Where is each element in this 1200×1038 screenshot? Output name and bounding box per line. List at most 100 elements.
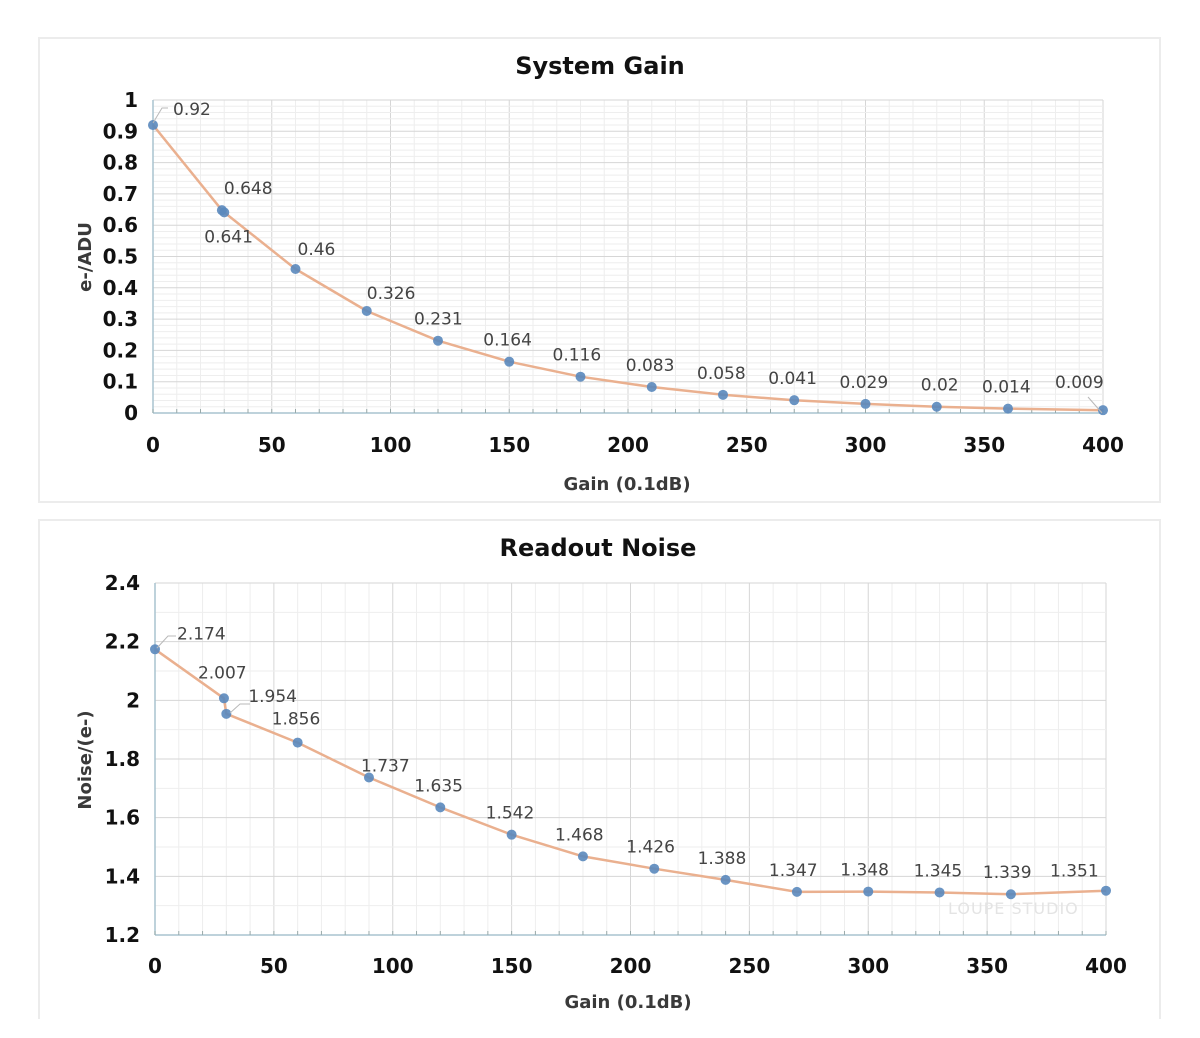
data-label: 0.164 — [483, 331, 532, 351]
data-point — [504, 356, 515, 367]
grid — [154, 582, 1107, 936]
x-tick-label: 350 — [966, 954, 1008, 978]
chart-title: System Gain — [515, 52, 685, 80]
x-tick-label: 0 — [148, 954, 162, 978]
data-point — [363, 772, 374, 783]
y-tick-label: 1.4 — [105, 864, 140, 888]
label-leader-line — [156, 635, 176, 649]
x-tick-label: 0 — [146, 433, 160, 457]
y-tick-label: 0.9 — [103, 119, 138, 143]
data-label: 1.954 — [248, 687, 297, 707]
data-label: 1.426 — [626, 838, 675, 858]
y-tick-label: 0 — [124, 401, 138, 425]
data-point — [1005, 889, 1016, 900]
watermark: LOUPE STUDIO — [948, 899, 1079, 918]
y-tick-labels: 0 0.1 0.2 0.3 0.4 0.5 0.6 0.7 0.8 0.9 1 — [103, 88, 138, 425]
label-leader-line — [229, 703, 250, 714]
y-tick-labels: 1.2 1.4 1.6 1.8 2 2.2 2.4 — [105, 571, 140, 947]
y-tick-label: 0.8 — [103, 151, 138, 175]
x-axis-label: Gain (0.1dB) — [563, 474, 690, 495]
data-points — [150, 644, 1111, 900]
data-label: 2.174 — [177, 624, 226, 644]
x-tick-label: 200 — [607, 433, 649, 457]
data-label: 1.542 — [486, 804, 535, 824]
y-tick-label: 2.4 — [105, 571, 140, 595]
x-tick-label: 250 — [726, 433, 768, 457]
data-label: 1.339 — [983, 863, 1032, 883]
x-tick-label: 200 — [610, 954, 652, 978]
data-label: 1.348 — [840, 861, 889, 881]
y-tick-label: 0.5 — [103, 245, 138, 269]
readout-noise-chart: Readout Noise 1.2 1.4 1.6 1.8 2 2.2 2.4 0 50 100… — [75, 534, 1127, 1013]
data-point — [219, 207, 230, 218]
data-point — [931, 401, 942, 412]
y-axis-label: Noise/(e-) — [75, 710, 96, 809]
data-point — [218, 693, 229, 704]
data-label: 1.856 — [272, 710, 321, 730]
y-tick-label: 1.6 — [105, 806, 140, 830]
y-tick-label: 2 — [126, 688, 140, 712]
axes — [154, 583, 1107, 936]
data-point — [290, 264, 301, 275]
x-tick-label: 50 — [258, 433, 286, 457]
x-tick-label: 150 — [488, 433, 530, 457]
label-leader-line — [152, 107, 168, 124]
data-point — [789, 395, 800, 406]
data-label: 0.92 — [173, 100, 211, 120]
system-gain-chart: System Gain 0 0.1 0.2 0.3 0.4 0.5 0.6 0.7 0.8 0.9… — [75, 52, 1124, 495]
data-label: 0.058 — [697, 364, 746, 384]
chart-title: Readout Noise — [500, 534, 697, 562]
x-tick-label: 250 — [729, 954, 771, 978]
data-point — [860, 398, 871, 409]
data-point — [1101, 885, 1111, 896]
data-label: 1.347 — [769, 861, 818, 881]
x-tick-label: 300 — [847, 954, 889, 978]
data-label: 0.231 — [414, 310, 463, 330]
y-tick-label: 2.2 — [105, 630, 140, 654]
data-label: 1.388 — [698, 849, 747, 869]
data-label: 0.116 — [553, 346, 602, 366]
y-tick-label: 0.3 — [103, 307, 138, 331]
x-tick-label: 50 — [260, 954, 288, 978]
data-point — [292, 737, 303, 748]
data-point — [433, 335, 443, 346]
data-point — [646, 382, 657, 393]
data-point — [934, 887, 945, 898]
data-point — [148, 120, 158, 131]
data-label: 0.46 — [298, 240, 336, 260]
data-point — [577, 851, 588, 862]
data-label: 1.345 — [914, 861, 963, 881]
data-label: 1.737 — [361, 756, 410, 776]
x-tick-label: 400 — [1082, 433, 1124, 457]
label-leader-line — [1087, 396, 1103, 414]
x-tick-labels: 0 50 100 150 200 250 300 350 400 — [146, 433, 1124, 457]
data-label: 1.351 — [1050, 862, 1099, 882]
y-tick-label: 1.2 — [105, 923, 140, 947]
data-point — [575, 371, 586, 382]
data-label: 0.083 — [626, 356, 675, 376]
data-label: 0.009 — [1055, 373, 1104, 393]
data-label: 0.326 — [367, 284, 416, 304]
x-tick-label: 300 — [845, 433, 887, 457]
data-point — [1003, 403, 1013, 414]
y-tick-label: 0.4 — [103, 276, 138, 300]
data-point — [1098, 405, 1108, 416]
x-axis-label: Gain (0.1dB) — [564, 992, 691, 1013]
data-label: 0.029 — [840, 373, 889, 393]
x-tick-labels: 0 50 100 150 200 250 300 350 400 — [148, 954, 1127, 978]
data-point — [435, 802, 446, 813]
data-point — [720, 874, 731, 885]
data-label: 0.014 — [982, 378, 1031, 398]
data-point — [221, 708, 232, 719]
y-tick-label: 1.8 — [105, 747, 140, 771]
data-point — [361, 305, 372, 316]
x-tick-label: 150 — [491, 954, 533, 978]
y-tick-label: 1 — [124, 88, 138, 112]
data-label: 0.041 — [768, 369, 817, 389]
data-label: 0.648 — [224, 179, 273, 199]
data-point — [506, 829, 517, 840]
data-label: 1.635 — [414, 776, 463, 796]
y-tick-label: 0.7 — [103, 182, 138, 206]
